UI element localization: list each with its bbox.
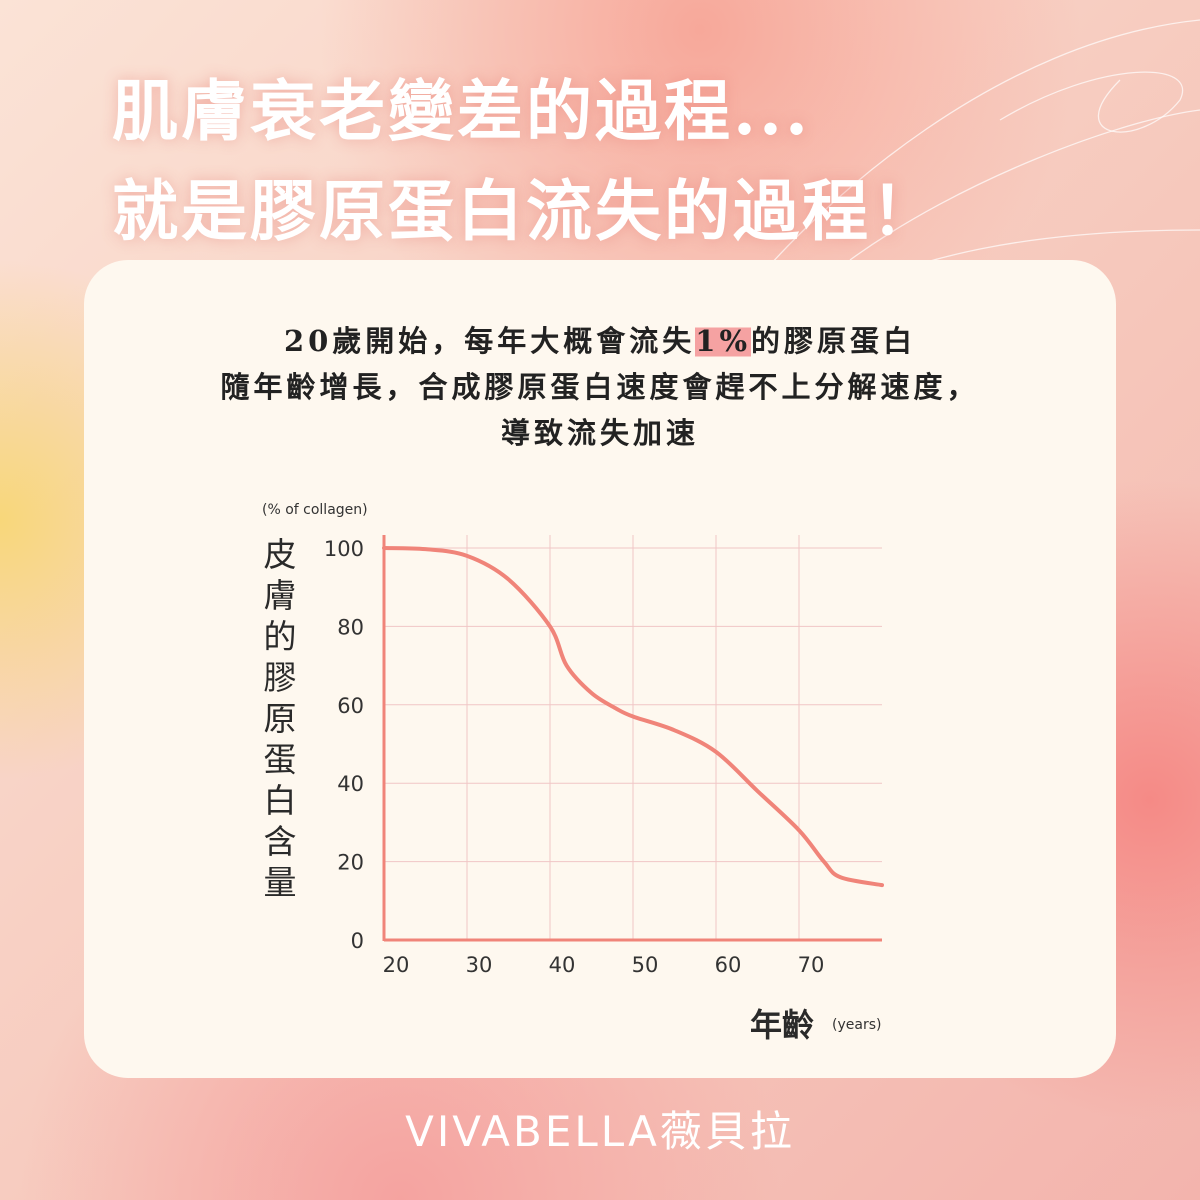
x-tick-label: 50 — [632, 953, 659, 977]
x-tick-label: 70 — [798, 953, 825, 977]
x-axis-unit: (years) — [832, 1017, 882, 1033]
y-tick-label: 20 — [337, 851, 364, 875]
headline-line-2: 就是膠原蛋白流失的過程！ — [112, 172, 940, 250]
description-line-3: 導致流失加速 — [500, 416, 699, 450]
y-tick-label: 60 — [337, 694, 364, 718]
y-tick-label: 100 — [324, 537, 364, 561]
y-axis-unit: (% of collagen) — [262, 502, 368, 518]
x-tick-label: 30 — [466, 953, 493, 977]
content-card — [84, 260, 1116, 1078]
x-axis-label: 年齡 — [750, 1006, 815, 1044]
brand-logo: VIVABELLA薇貝拉 — [405, 1107, 795, 1156]
x-tick-label: 20 — [383, 953, 410, 977]
description-line-1: 20歲開始，每年大概會流失1%的膠原蛋白 — [283, 324, 917, 358]
y-tick-label: 0 — [351, 929, 364, 953]
y-tick-label: 80 — [337, 615, 364, 639]
collagen-curve — [382, 546, 884, 888]
highlight-percent: 1% — [695, 324, 752, 358]
headline-line-1: 肌膚衰老變差的過程... — [112, 72, 811, 150]
x-tick-label: 40 — [549, 953, 576, 977]
y-axis-label: 皮膚的膠原蛋白含量 — [263, 535, 297, 902]
description-line-2: 隨年齡增長，合成膠原蛋白速度會趕不上分解速度， — [220, 370, 980, 404]
y-tick-label: 40 — [337, 772, 364, 796]
x-tick-label: 60 — [715, 953, 742, 977]
